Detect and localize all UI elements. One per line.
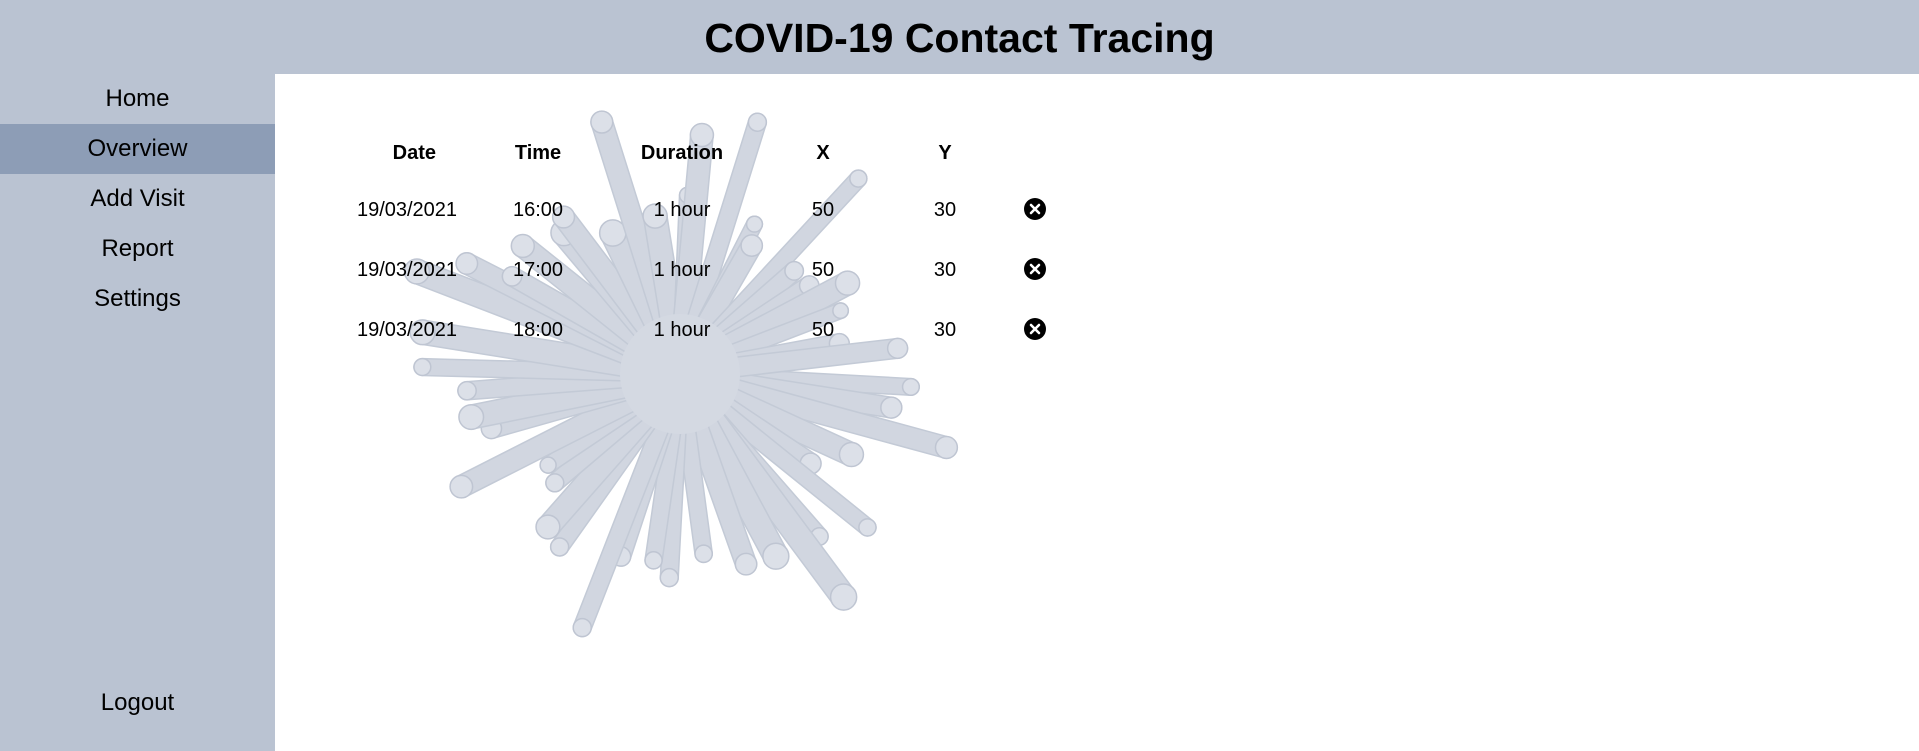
nav-report[interactable]: Report — [101, 235, 174, 262]
close-circle-icon — [1029, 203, 1041, 215]
column-header-time: Time — [514, 142, 562, 164]
cell-date: 19/03/2021 — [356, 199, 458, 221]
column-header-date: Date — [392, 142, 436, 164]
column-header-y: Y — [938, 142, 952, 164]
nav-overview[interactable]: Overview — [0, 124, 275, 174]
cell-time: 16:00 — [512, 199, 564, 221]
cell-duration: 1 hour — [653, 319, 711, 341]
cell-time: 17:00 — [512, 259, 564, 281]
delete-visit-button[interactable] — [1024, 258, 1046, 280]
nav-settings[interactable]: Settings — [94, 285, 181, 312]
cell-x: 50 — [811, 259, 835, 281]
main-content: Date Time Duration X Y 19/03/2021 16:00 … — [275, 74, 1919, 751]
cell-y: 30 — [933, 319, 957, 341]
nav-add-visit[interactable]: Add Visit — [90, 185, 185, 212]
virus-illustration — [403, 110, 959, 638]
nav-logout[interactable]: Logout — [100, 689, 175, 716]
cell-duration: 1 hour — [653, 259, 711, 281]
nav-home[interactable]: Home — [105, 85, 170, 112]
cell-y: 30 — [933, 199, 957, 221]
column-header-x: X — [816, 142, 830, 164]
app-header: COVID-19 Contact Tracing — [0, 0, 1919, 74]
column-header-duration: Duration — [640, 142, 724, 164]
page-title: COVID-19 Contact Tracing — [704, 14, 1215, 61]
close-circle-icon — [1029, 323, 1041, 335]
cell-x: 50 — [811, 319, 835, 341]
cell-duration: 1 hour — [653, 199, 711, 221]
delete-visit-button[interactable] — [1024, 318, 1046, 340]
cell-date: 19/03/2021 — [356, 319, 458, 341]
cell-x: 50 — [811, 199, 835, 221]
delete-visit-button[interactable] — [1024, 198, 1046, 220]
close-circle-icon — [1029, 263, 1041, 275]
cell-date: 19/03/2021 — [356, 259, 458, 281]
sidebar: Home Overview Add Visit Report Settings … — [0, 74, 275, 751]
cell-time: 18:00 — [512, 319, 564, 341]
cell-y: 30 — [933, 259, 957, 281]
